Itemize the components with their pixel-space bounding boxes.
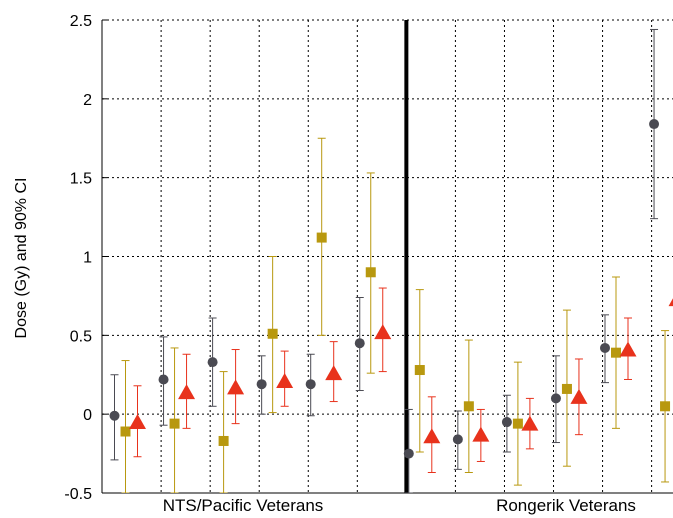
y-tick-label: 0 — [83, 407, 92, 424]
square-point — [660, 401, 671, 412]
triangle-point — [570, 388, 588, 404]
square-point — [120, 426, 131, 437]
y-tick-label: 2.5 — [70, 13, 92, 30]
circle-point — [256, 379, 267, 390]
square-point — [365, 267, 376, 278]
circle-point — [403, 448, 414, 459]
y-tick-label: 1.5 — [70, 171, 92, 188]
triangle-point — [276, 373, 294, 389]
label-layer: Dose (Gy) and 90% CI NTS/Pacific Veteran… — [13, 178, 636, 515]
marker-layer — [109, 119, 673, 459]
square-point — [414, 365, 425, 376]
square-point — [463, 401, 474, 412]
square-point — [169, 418, 180, 429]
y-tick-label: -0.5 — [64, 486, 92, 503]
triangle-point — [374, 324, 392, 340]
triangle-point — [227, 379, 245, 395]
triangle-point — [619, 341, 637, 357]
square-point — [218, 435, 229, 446]
group-label-nts-pacific: NTS/Pacific Veterans — [163, 496, 324, 515]
circle-point — [158, 374, 169, 385]
circle-point — [550, 393, 561, 404]
grid-layer — [101, 19, 673, 494]
square-point — [316, 232, 327, 243]
circle-point — [649, 119, 660, 130]
y-tick-label: 0.5 — [70, 328, 92, 345]
y-tick-label: 2 — [83, 92, 92, 109]
square-point — [561, 383, 572, 394]
square-point — [611, 347, 621, 358]
y-tick-label: 1 — [83, 250, 92, 267]
triangle-point — [472, 426, 490, 442]
circle-point — [207, 357, 218, 368]
triangle-point — [668, 298, 673, 307]
triangle-point — [423, 428, 441, 444]
circle-point — [354, 338, 365, 349]
circle-point — [305, 379, 316, 390]
triangle-point — [521, 415, 539, 431]
triangle-point — [129, 414, 146, 430]
square-point — [512, 418, 523, 429]
circle-point — [600, 342, 610, 353]
y-axis-label: Dose (Gy) and 90% CI — [13, 178, 30, 339]
circle-point — [109, 410, 120, 421]
tick-layer: -0.5 0 0.5 1 1.5 2 2.5 — [64, 13, 107, 503]
circle-point — [501, 417, 512, 428]
circle-point — [452, 434, 463, 445]
square-point — [267, 328, 278, 339]
triangle-point — [178, 384, 196, 400]
triangle-point — [325, 365, 343, 381]
group-label-rongerik: Rongerik Veterans — [496, 496, 636, 515]
